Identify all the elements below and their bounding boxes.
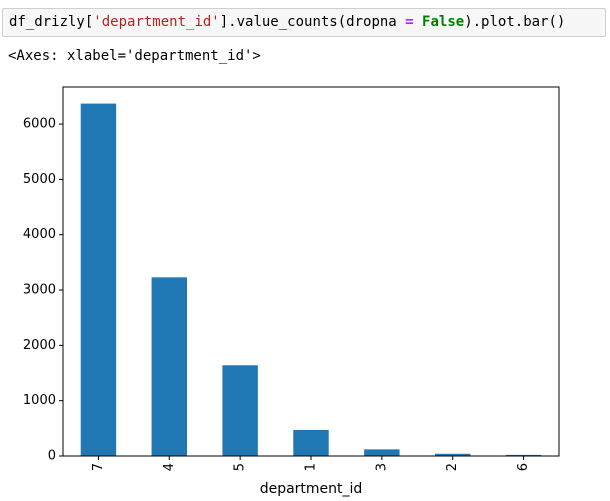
x-axis-ticks: 7 4 5 1 3 2 6 [91, 456, 531, 471]
y-tick-label: 6000 [23, 117, 56, 132]
y-tick-label: 4000 [23, 227, 56, 242]
x-tick-label: 1 [304, 463, 319, 471]
code-token: ).plot.bar() [464, 14, 566, 30]
x-tick-label: 5 [233, 463, 248, 471]
y-tick-label: 5000 [23, 172, 56, 187]
bar-3 [364, 449, 400, 456]
y-tick-label: 2000 [23, 338, 56, 353]
code-token: False [422, 14, 465, 30]
bar-7 [80, 103, 117, 456]
code-token: df_drizly[ [9, 14, 94, 30]
y-tick-label: 3000 [23, 283, 56, 298]
code-token: ].value_counts(dropna [219, 14, 406, 30]
cell-output-text: <Axes: xlabel='department_id'> [8, 48, 261, 64]
y-axis-ticks: 0 1000 2000 3000 4000 5000 6000 [23, 117, 63, 464]
bars-group [80, 103, 542, 456]
bar-4 [151, 277, 187, 456]
bar-1 [293, 429, 329, 456]
bar-6 [505, 454, 542, 456]
y-tick-label: 0 [48, 449, 56, 464]
x-tick-label: 7 [91, 463, 106, 471]
x-axis-label: department_id [260, 481, 363, 497]
code-token: = [405, 14, 414, 30]
x-tick-label: 3 [374, 463, 389, 471]
x-tick-label: 2 [445, 463, 460, 471]
code-cell-input[interactable]: df_drizly['department_id'].value_counts(… [2, 8, 606, 37]
x-tick-label: 6 [516, 463, 531, 471]
bar-2 [435, 453, 471, 456]
code-line: df_drizly['department_id'].value_counts(… [9, 14, 565, 30]
x-tick-label: 4 [162, 463, 177, 471]
code-token: 'department_id' [93, 14, 220, 30]
bar-5 [222, 365, 258, 456]
axes-frame [62, 86, 560, 457]
y-tick-label: 1000 [23, 393, 56, 408]
